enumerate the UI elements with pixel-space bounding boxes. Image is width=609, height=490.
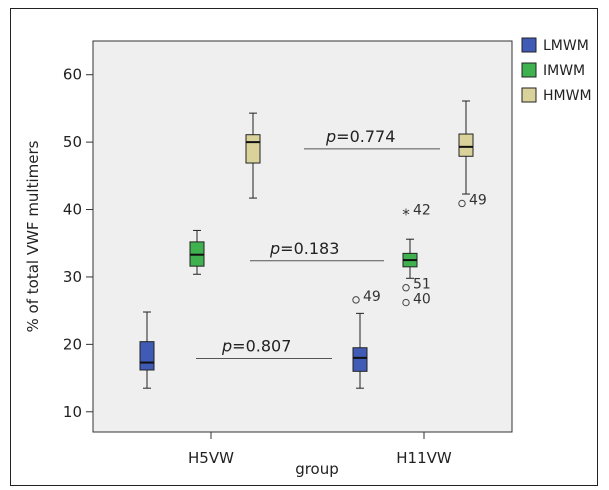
plot-area bbox=[92, 40, 513, 433]
outlier-label: 51 bbox=[413, 277, 431, 293]
x-tick-label: H5VW bbox=[188, 449, 234, 467]
legend: LMWM IMWM HMWM bbox=[521, 37, 592, 104]
box-iqr bbox=[352, 347, 368, 372]
p-value-label: p=0.183 bbox=[269, 239, 339, 258]
box-iqr bbox=[458, 133, 474, 157]
outlier-star: * bbox=[402, 206, 410, 224]
outlier-label: 49 bbox=[469, 192, 487, 208]
outlier-label: 49 bbox=[363, 289, 381, 305]
outlier-label: 40 bbox=[413, 292, 431, 308]
outlier-circle bbox=[352, 296, 360, 304]
y-axis: 10 20 30 40 50 60 bbox=[63, 66, 93, 421]
outlier-circle bbox=[402, 284, 410, 292]
box-h11vw-hmwm: 49 bbox=[458, 100, 487, 208]
y-axis-label: % of total VWF multimers bbox=[24, 140, 42, 332]
x-tick-label: H11VW bbox=[396, 449, 452, 467]
x-axis-label: group bbox=[295, 460, 339, 478]
p-value-symbol: p bbox=[325, 127, 336, 146]
p-value-label: p=0.807 bbox=[221, 337, 291, 356]
legend-label: HMWM bbox=[543, 88, 592, 104]
chart-frame bbox=[10, 8, 598, 486]
legend-label: LMWM bbox=[543, 38, 589, 54]
box-h5vw-hmwm bbox=[245, 112, 261, 199]
p-value-number: =0.807 bbox=[232, 337, 291, 356]
box-iqr bbox=[139, 341, 155, 371]
legend-label: IMWM bbox=[543, 63, 585, 79]
y-tick-label: 60 bbox=[63, 66, 82, 84]
box-h5vw-imwm bbox=[189, 229, 205, 275]
legend-swatch bbox=[521, 87, 537, 103]
y-tick-label: 40 bbox=[63, 201, 82, 219]
outlier-label: 42 bbox=[413, 203, 431, 219]
y-tick-label: 10 bbox=[63, 403, 82, 421]
legend-swatch bbox=[521, 37, 537, 53]
p-value-symbol: p bbox=[221, 337, 232, 356]
x-axis: H5VW H11VW bbox=[188, 432, 452, 467]
box-h11vw-lmwm: 49 bbox=[352, 289, 381, 389]
y-tick-label: 20 bbox=[63, 335, 82, 353]
legend-swatch bbox=[521, 62, 537, 78]
p-value-number: =0.183 bbox=[280, 239, 339, 258]
outlier-circle bbox=[458, 199, 466, 208]
box-iqr bbox=[245, 134, 261, 164]
p-value-symbol: p bbox=[269, 239, 280, 258]
box-h5vw-lmwm bbox=[139, 311, 155, 389]
p-value-label: p=0.774 bbox=[325, 127, 395, 146]
p-value-number: =0.774 bbox=[336, 127, 395, 146]
outlier-circle bbox=[402, 298, 410, 307]
y-tick-label: 50 bbox=[63, 133, 82, 151]
y-tick-label: 30 bbox=[63, 268, 82, 286]
